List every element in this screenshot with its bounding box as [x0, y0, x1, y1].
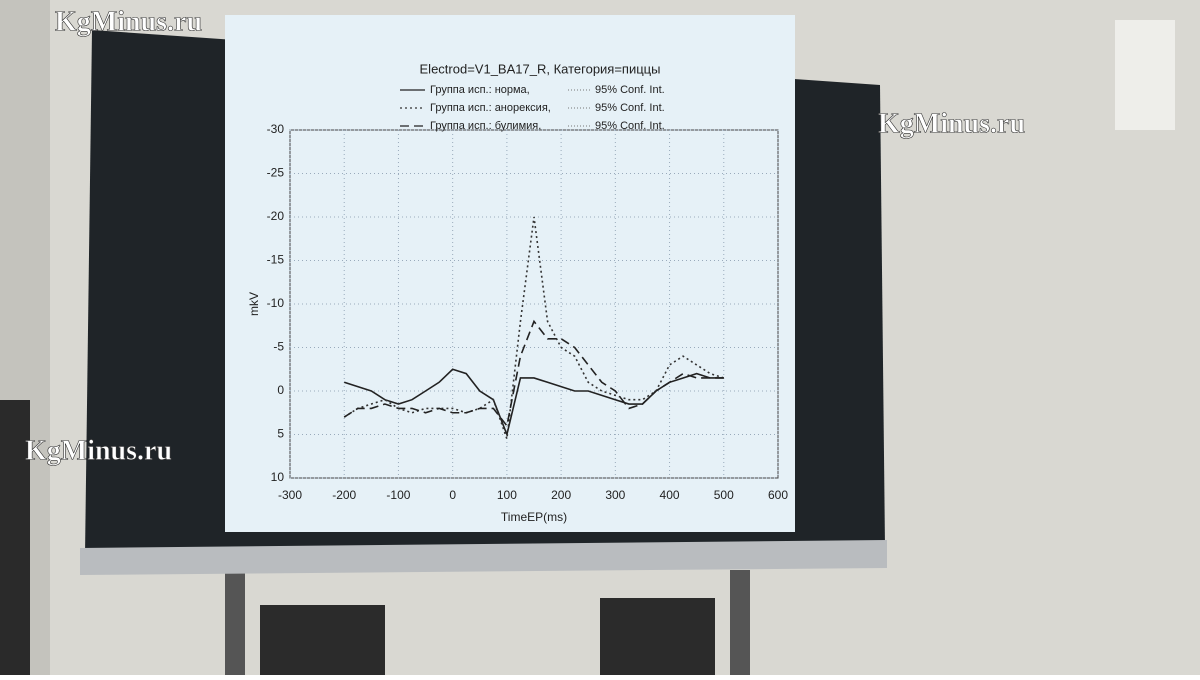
x-axis-label: TimeEP(ms): [501, 510, 567, 524]
y-tick-label: -5: [273, 340, 284, 354]
y-tick-label: -25: [267, 166, 285, 180]
y-tick-label: 5: [277, 427, 284, 441]
y-axis-label: mkV: [247, 292, 261, 316]
y-tick-label: -15: [267, 253, 285, 267]
legend-ci-label: 95% Conf. Int.: [595, 102, 665, 114]
y-tick-label: -20: [267, 209, 285, 223]
series-line: [343, 368, 724, 438]
chart-title: Electrod=V1_BA17_R, Категория=пиццы: [420, 61, 661, 76]
x-tick-label: -200: [332, 488, 356, 502]
x-tick-label: 100: [497, 488, 517, 502]
y-tick-label: 0: [277, 383, 284, 397]
series-line: [343, 319, 724, 428]
y-tick-label: -10: [267, 296, 285, 310]
screen: [225, 15, 795, 532]
x-tick-label: -100: [386, 488, 410, 502]
x-tick-label: 0: [449, 488, 456, 502]
watermark: KgMinus.ru: [878, 108, 1025, 139]
speaker-left: [260, 605, 385, 675]
x-tick-label: -300: [278, 488, 302, 502]
x-tick-label: 400: [660, 488, 680, 502]
stand: [730, 570, 750, 675]
speaker: [1115, 20, 1175, 130]
watermark: KgMinus.ru: [55, 6, 202, 37]
x-tick-label: 600: [768, 488, 788, 502]
monitor-edge: [0, 400, 30, 675]
x-tick-label: 200: [551, 488, 571, 502]
stand: [225, 570, 245, 675]
watermark: KgMinus.ru: [25, 435, 172, 466]
y-tick-label: 10: [271, 470, 285, 484]
x-tick-label: 300: [605, 488, 625, 502]
y-tick-label: -30: [267, 122, 285, 136]
legend-label: Группа исп.: анорексия,: [430, 102, 551, 114]
legend-label: Группа исп.: булимия,: [430, 120, 541, 132]
x-tick-label: 500: [714, 488, 734, 502]
legend-label: Группа исп.: норма,: [430, 84, 530, 96]
legend-ci-label: 95% Conf. Int.: [595, 84, 665, 96]
speaker-right: [600, 598, 715, 675]
legend-ci-label: 95% Conf. Int.: [595, 120, 665, 132]
series-line: [343, 216, 725, 440]
tv-bezel: [80, 540, 887, 575]
